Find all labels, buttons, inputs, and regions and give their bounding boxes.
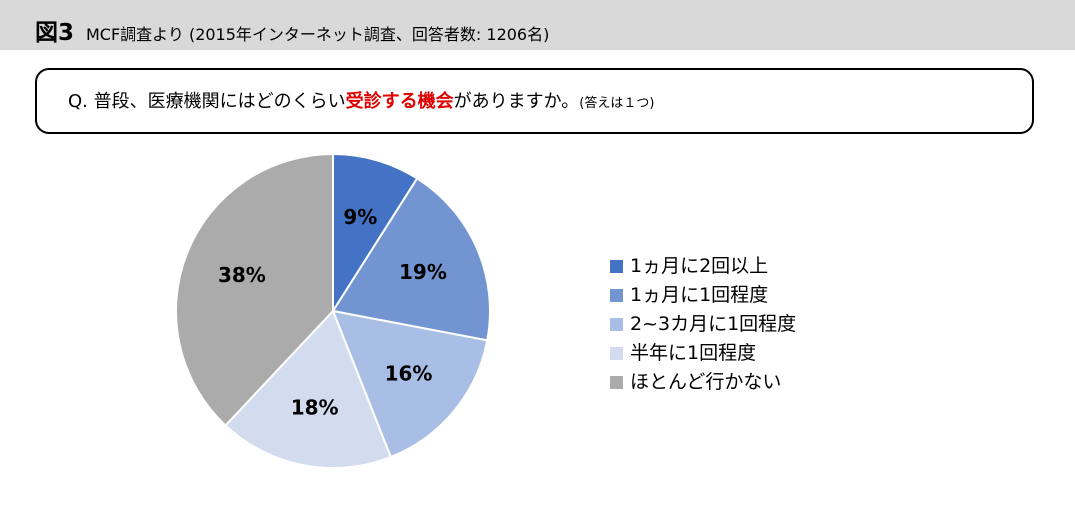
question-suffix: がありますか。 <box>453 91 580 112</box>
legend-label: 2~3カ月に1回程度 <box>630 313 797 335</box>
pie-slice <box>331 309 489 459</box>
legend-swatch <box>610 260 623 273</box>
header-band <box>0 0 1075 50</box>
legend-label: ほとんど行かない <box>630 371 782 393</box>
slice-data-label: 9% <box>343 205 377 229</box>
question-note: (答えは１つ) <box>579 96 655 111</box>
legend-label: 1ヵ月に2回以上 <box>630 255 769 277</box>
figure-label: 図3 <box>35 20 75 46</box>
slice-data-label: 16% <box>385 361 433 385</box>
question-prefix: Q. 普段、医療機関にはどのくらい <box>68 91 346 112</box>
legend-item: 1ヵ月に1回程度 <box>610 281 796 310</box>
question-text: Q. 普段、医療機関にはどのくらい受診する機会がありますか。(答えは１つ) <box>68 89 654 117</box>
legend-swatch <box>610 318 623 331</box>
chart-legend: 1ヵ月に2回以上 1ヵ月に1回程度 2~3カ月に1回程度 半年に1回程度ほとんど行かな… <box>610 252 796 397</box>
legend-item: 半年に1回程度 <box>610 339 796 368</box>
legend-label: 1ヵ月に1回程度 <box>630 284 769 306</box>
question-emphasis: 受診する機会 <box>345 91 454 112</box>
slice-data-label: 38% <box>218 263 266 287</box>
pie-slice <box>331 177 491 342</box>
legend-item: ほとんど行かない <box>610 368 796 397</box>
slice-data-label: 18% <box>291 395 339 419</box>
legend-swatch <box>610 347 623 360</box>
question-box: Q. 普段、医療機関にはどのくらい受診する機会がありますか。(答えは１つ) <box>35 68 1034 134</box>
legend-swatch <box>610 376 623 389</box>
legend-item: 2~3カ月に1回程度 <box>610 310 796 339</box>
legend-item: 1ヵ月に2回以上 <box>610 252 796 281</box>
slice-data-label: 19% <box>399 260 447 284</box>
figure-caption: MCF調査より (2015年インターネット調査、回答者数: 1206名) <box>86 25 550 44</box>
legend-label: 半年に1回程度 <box>630 342 757 364</box>
pie-slice <box>175 152 334 427</box>
pie-slice <box>224 309 393 469</box>
pie-slice <box>332 152 419 315</box>
legend-swatch <box>610 289 623 302</box>
